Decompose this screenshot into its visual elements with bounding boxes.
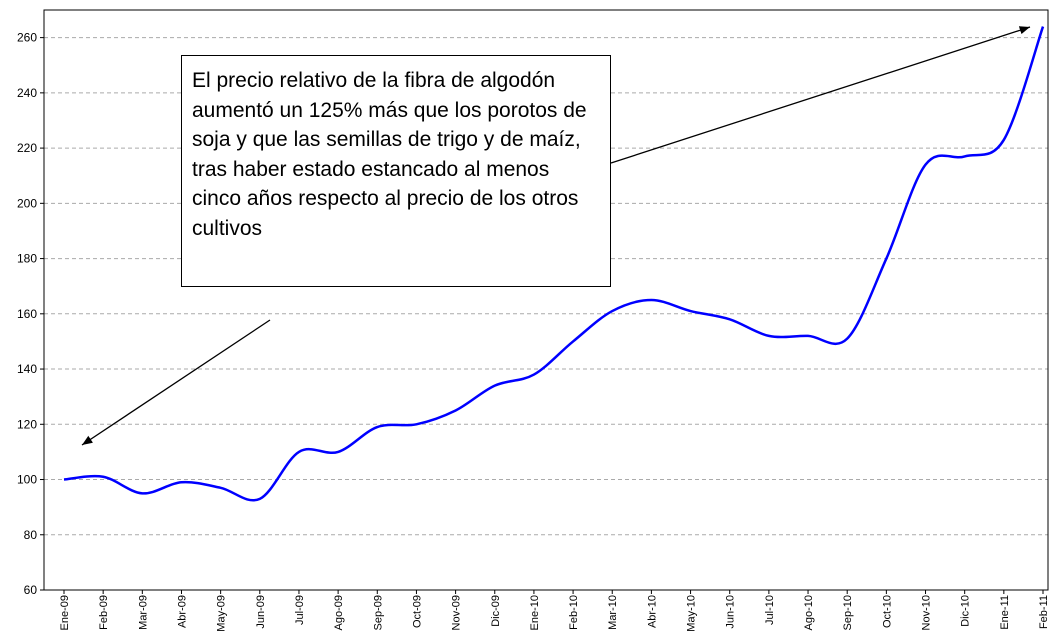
y-tick-label: 100 (17, 473, 37, 487)
x-tick-label: Dic-09 (490, 595, 502, 627)
x-tick-label: Abr-10 (646, 595, 658, 628)
y-tick-label: 60 (24, 583, 38, 597)
x-tick-label: Ago-10 (803, 595, 815, 630)
x-tick-label: Sep-10 (842, 595, 854, 630)
line (63, 26, 1045, 502)
y-tick-label: 240 (17, 86, 37, 100)
x-tick-label: Mar-09 (137, 595, 149, 630)
x-tick-label: Oct-09 (411, 595, 423, 628)
annotation: El precio relativo de la fibra de algodó… (181, 55, 611, 287)
x-tick-label: Oct-10 (881, 595, 893, 628)
x-tick-label: Feb-11 (1038, 595, 1050, 629)
y-tick-label: 260 (17, 31, 37, 45)
arrow (610, 26, 1031, 164)
x-tick-label: Jul-09 (294, 595, 306, 625)
x-tick-label: Ene-09 (59, 595, 71, 630)
x-tick-label: Nov-10 (921, 595, 933, 630)
x-tick-label: Jun-09 (255, 595, 267, 629)
y-tick-label: 140 (17, 362, 37, 376)
x-tick-label: Feb-09 (98, 595, 110, 630)
y-tick-label: 80 (24, 528, 38, 542)
x-tick-label: Abr-09 (176, 595, 188, 628)
y-tick-label: 220 (17, 141, 37, 155)
x-tick-label: Feb-10 (568, 595, 580, 630)
x-tick-label: Sep-09 (372, 595, 384, 630)
x-tick-label: Dic-10 (960, 595, 972, 627)
x-tick-label: May-10 (686, 595, 698, 632)
arrow (81, 319, 271, 446)
x-tick-label: Jun-10 (725, 595, 737, 629)
plot-frame (43, 9, 1049, 591)
x-tick-label: Nov-09 (451, 595, 463, 630)
y-tick-label: 180 (17, 252, 37, 266)
x-tick-label: Ago-09 (333, 595, 345, 630)
x-tick-label: Jul-10 (764, 595, 776, 625)
x-tick-label: Ene-11 (999, 595, 1011, 630)
y-tick-label: 200 (17, 196, 37, 210)
x-tick-label: Ene-10 (529, 595, 541, 630)
y-tick-label: 120 (17, 417, 37, 431)
x-tick-label: Mar-10 (607, 595, 619, 630)
y-tick-label: 160 (17, 307, 37, 321)
x-tick-label: May-09 (216, 595, 228, 632)
